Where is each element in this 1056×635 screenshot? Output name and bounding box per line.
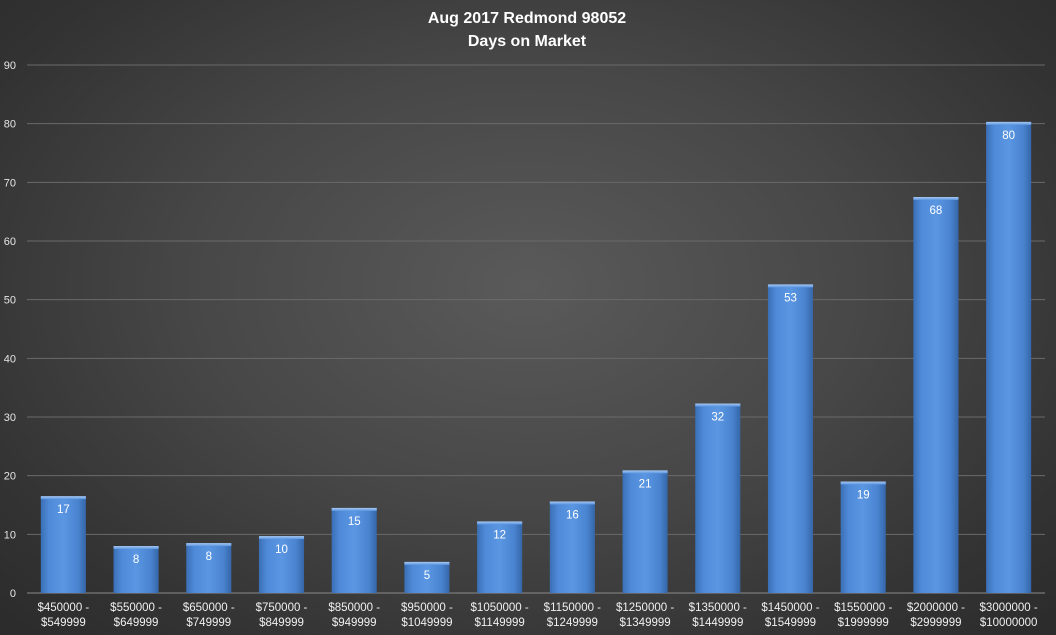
bar-data-label: 53	[784, 292, 797, 304]
y-tick-label: 80	[4, 119, 16, 131]
x-tick-label: $650000 -	[183, 602, 235, 614]
x-tick-label: $2000000 -	[907, 602, 965, 614]
x-tick-label: $850000 -	[328, 602, 380, 614]
bar	[622, 470, 668, 593]
x-tick-label: $2999999	[910, 617, 961, 629]
bar	[40, 496, 86, 593]
bar	[695, 403, 741, 593]
bar-data-label: 8	[206, 551, 212, 563]
y-tick-label: 40	[4, 353, 16, 365]
bar-data-label: 16	[566, 509, 579, 521]
y-tick-label: 10	[4, 529, 16, 541]
bar-data-label: 8	[133, 554, 139, 566]
x-tick-label: $1450000 -	[761, 602, 819, 614]
bar	[113, 546, 159, 593]
x-tick-label: $1350000 -	[689, 602, 747, 614]
x-tick-label: $1449999	[692, 617, 743, 629]
y-tick-label: 50	[4, 295, 16, 307]
bar-data-label: 80	[1002, 130, 1015, 142]
x-tick-label: $1150000 -	[544, 602, 602, 614]
x-axis-labels: $450000 - $549999 $550000 - $649999 $650000 …	[37, 602, 1037, 629]
bar-top-highlight	[840, 481, 886, 485]
x-tick-label: $849999	[259, 617, 304, 629]
x-tick-label: $1550000 -	[834, 602, 892, 614]
x-tick-label: $750000 -	[256, 602, 308, 614]
bar-top-highlight	[40, 496, 86, 500]
gridlines	[27, 64, 1045, 594]
x-tick-label: $1249999	[547, 617, 598, 629]
chart-subtitle: Days on Market	[468, 33, 587, 50]
bar	[913, 197, 959, 593]
x-tick-label: $549999	[41, 617, 86, 629]
bar-top-highlight	[258, 536, 305, 540]
x-tick-label: $450000 -	[37, 602, 89, 614]
bar	[477, 521, 523, 593]
bar	[258, 536, 305, 593]
bar-top-highlight	[113, 546, 159, 550]
bar-top-highlight	[913, 197, 959, 200]
bars: 17 8 8 10 15 5 12 16 21 32 53 19 68 80	[40, 121, 1032, 593]
x-tick-label: $1050000 -	[471, 602, 529, 614]
y-tick-label: 70	[4, 177, 16, 189]
x-tick-label: $749999	[186, 617, 231, 629]
x-tick-label: $1999999	[838, 617, 889, 629]
bar-data-label: 19	[857, 490, 870, 502]
bar	[331, 507, 377, 593]
bar-top-highlight	[695, 403, 741, 407]
bar	[404, 561, 450, 593]
bar-data-label: 5	[424, 570, 430, 582]
x-tick-label: $1250000 -	[616, 602, 674, 614]
x-tick-label: $949999	[332, 617, 377, 629]
x-tick-label: $1149999	[474, 617, 524, 629]
bar	[986, 121, 1032, 593]
y-axis-ticks: 0 10 20 30 40 50 60 70 80 90	[4, 60, 16, 600]
x-tick-label: $1049999	[401, 617, 452, 629]
x-tick-label: $10000000	[980, 617, 1038, 629]
bar-top-highlight	[331, 507, 377, 511]
bar-data-label: 10	[275, 544, 288, 556]
y-tick-label: 90	[4, 60, 16, 72]
bar	[767, 284, 814, 593]
bar-top-highlight	[477, 521, 523, 525]
bar	[549, 501, 595, 593]
bar-data-label: 17	[57, 504, 70, 516]
bar-top-highlight	[186, 543, 232, 547]
bar-top-highlight	[622, 470, 668, 474]
bar-data-label: 32	[711, 412, 724, 424]
y-tick-label: 60	[4, 236, 16, 248]
chart-title: Aug 2017 Redmond 98052	[428, 10, 626, 27]
x-tick-label: $950000 -	[401, 602, 453, 614]
x-tick-label: $3000000 -	[980, 602, 1038, 614]
x-tick-label: $649999	[114, 617, 159, 629]
bar-top-highlight	[549, 501, 595, 505]
bar	[186, 543, 232, 593]
y-tick-label: 0	[10, 588, 16, 600]
bar-data-label: 12	[493, 529, 506, 541]
y-tick-label: 20	[4, 471, 16, 483]
bar-top-highlight	[767, 284, 814, 288]
x-tick-label: $550000 -	[110, 602, 162, 614]
bar-data-label: 68	[930, 205, 943, 217]
x-tick-label: $1549999	[765, 617, 816, 629]
bar-data-label: 21	[639, 478, 652, 490]
bar-top-highlight	[986, 121, 1032, 125]
y-tick-label: 30	[4, 412, 16, 424]
bar-top-highlight	[404, 561, 450, 565]
bar-data-label: 15	[348, 516, 361, 528]
bar	[840, 481, 886, 593]
x-tick-label: $1349999	[619, 617, 670, 629]
